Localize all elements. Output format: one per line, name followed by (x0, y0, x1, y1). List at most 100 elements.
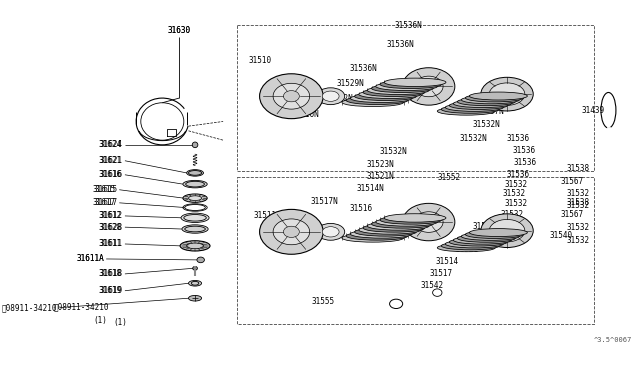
Text: ⓝ08911-34210: ⓝ08911-34210 (2, 303, 58, 312)
Ellipse shape (367, 86, 429, 94)
Ellipse shape (449, 102, 508, 109)
Ellipse shape (469, 229, 527, 237)
Ellipse shape (342, 98, 404, 106)
Text: 31611: 31611 (100, 240, 123, 248)
Text: 31439: 31439 (581, 106, 604, 115)
Ellipse shape (284, 91, 300, 102)
Text: 31618: 31618 (100, 269, 123, 278)
Text: 31536: 31536 (514, 158, 537, 167)
Text: 31552N: 31552N (325, 94, 353, 103)
Ellipse shape (273, 219, 310, 245)
Text: 31510: 31510 (248, 56, 271, 65)
Text: 31529: 31529 (473, 222, 496, 231)
Ellipse shape (414, 212, 443, 232)
Text: (1): (1) (93, 316, 107, 325)
Ellipse shape (180, 241, 210, 251)
Ellipse shape (380, 80, 442, 89)
Text: 31523: 31523 (463, 234, 486, 243)
Ellipse shape (355, 92, 416, 100)
Text: 31536: 31536 (512, 146, 535, 155)
Ellipse shape (197, 257, 204, 263)
Ellipse shape (273, 83, 310, 109)
Text: 31619: 31619 (98, 286, 121, 295)
Ellipse shape (284, 226, 300, 237)
Text: 31624: 31624 (100, 140, 123, 149)
Text: 31612: 31612 (100, 211, 123, 221)
Ellipse shape (189, 280, 202, 286)
Ellipse shape (350, 230, 412, 238)
Text: 31532: 31532 (566, 223, 589, 232)
Ellipse shape (260, 74, 323, 119)
Ellipse shape (355, 228, 416, 236)
Text: 31628: 31628 (98, 223, 121, 232)
Ellipse shape (481, 77, 533, 111)
Text: 31611: 31611 (98, 240, 121, 248)
Ellipse shape (403, 68, 455, 105)
Ellipse shape (189, 196, 202, 201)
Text: 31521: 31521 (456, 245, 479, 254)
Text: 31630: 31630 (168, 26, 191, 35)
Ellipse shape (183, 180, 207, 188)
Ellipse shape (346, 96, 408, 105)
Ellipse shape (323, 227, 339, 237)
Text: 31514N: 31514N (357, 184, 385, 193)
Ellipse shape (453, 100, 511, 108)
Text: 31511: 31511 (254, 211, 277, 221)
Ellipse shape (445, 240, 503, 248)
Ellipse shape (187, 243, 204, 248)
Ellipse shape (359, 226, 420, 234)
Text: 31567: 31567 (561, 177, 584, 186)
Text: 31617: 31617 (94, 198, 117, 207)
Text: 31612: 31612 (98, 211, 121, 221)
Text: 31536N: 31536N (349, 64, 377, 73)
Text: 31532: 31532 (504, 199, 528, 208)
Text: 31616: 31616 (98, 170, 121, 179)
Ellipse shape (183, 194, 207, 202)
Text: 31619: 31619 (100, 286, 123, 295)
Text: 31615: 31615 (92, 185, 116, 194)
Text: 31523N: 31523N (366, 160, 394, 169)
Text: 31532N: 31532N (380, 147, 407, 156)
Ellipse shape (376, 218, 438, 226)
Text: 31517: 31517 (430, 269, 453, 278)
Ellipse shape (481, 214, 533, 247)
Ellipse shape (380, 216, 442, 224)
Ellipse shape (376, 82, 438, 90)
Text: 31532: 31532 (566, 189, 589, 198)
Text: 31555: 31555 (312, 298, 335, 307)
Ellipse shape (193, 266, 197, 270)
Text: 31538: 31538 (566, 164, 589, 173)
Ellipse shape (489, 219, 525, 242)
Text: 31621: 31621 (98, 156, 121, 165)
Text: 31532: 31532 (503, 189, 526, 198)
Text: 31536: 31536 (506, 134, 530, 143)
Ellipse shape (442, 105, 499, 113)
Text: 31618: 31618 (98, 269, 121, 278)
Text: 31532N: 31532N (473, 120, 500, 129)
Ellipse shape (437, 244, 495, 252)
Text: 31615: 31615 (94, 185, 117, 194)
Ellipse shape (445, 103, 503, 111)
Text: 31532: 31532 (501, 211, 524, 219)
Text: (1): (1) (114, 318, 127, 327)
Text: 31532: 31532 (566, 201, 589, 210)
Ellipse shape (458, 98, 515, 106)
Ellipse shape (414, 76, 443, 97)
Text: 31617: 31617 (92, 198, 116, 207)
Ellipse shape (182, 225, 208, 233)
Ellipse shape (187, 170, 204, 176)
Text: 31516: 31516 (349, 204, 372, 213)
Text: 31529N: 31529N (336, 78, 364, 88)
Ellipse shape (367, 222, 429, 230)
Ellipse shape (359, 90, 420, 99)
Ellipse shape (260, 209, 323, 254)
Ellipse shape (461, 232, 519, 240)
Ellipse shape (350, 94, 412, 103)
Ellipse shape (346, 232, 408, 240)
Text: 31567N: 31567N (477, 107, 504, 116)
Ellipse shape (189, 295, 202, 301)
Ellipse shape (181, 213, 209, 222)
Ellipse shape (465, 231, 524, 238)
Ellipse shape (323, 91, 339, 101)
Text: 31621: 31621 (100, 156, 123, 165)
